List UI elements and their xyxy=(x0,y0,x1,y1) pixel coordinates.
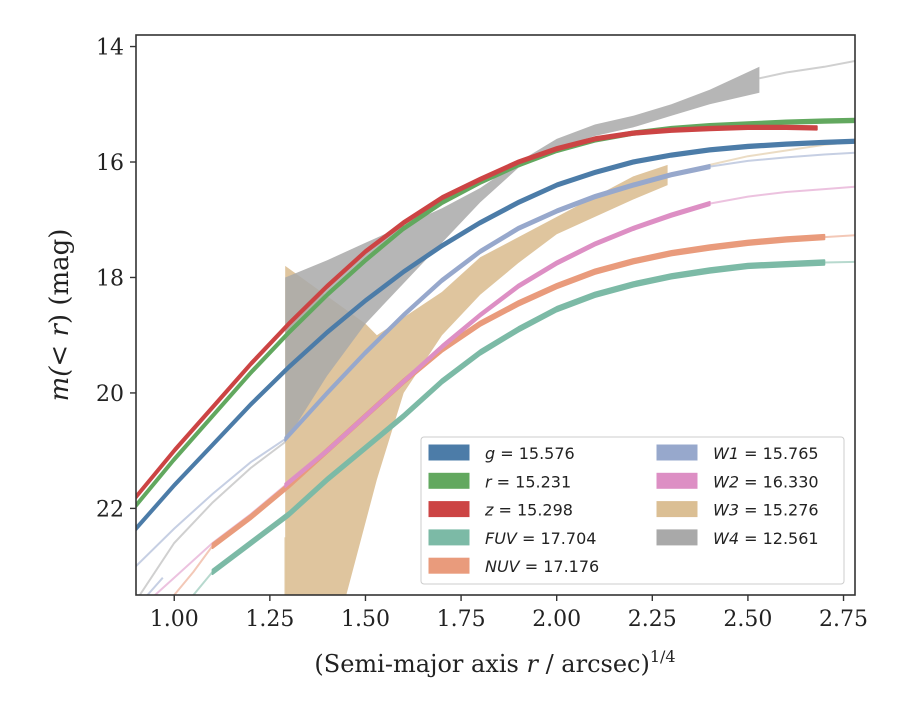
extrapolation-W1-7 xyxy=(136,438,286,567)
series-W2 xyxy=(284,200,711,488)
legend-label-W4: W4 = 12.561 xyxy=(713,529,819,548)
legend-swatch-W2 xyxy=(656,472,698,489)
series-r xyxy=(136,117,855,509)
extrapolation-FUV-12 xyxy=(192,571,214,595)
legend-label-z: z = 15.298 xyxy=(484,501,573,520)
legend-label-r: r = 15.231 xyxy=(485,472,571,491)
legend-swatch-z xyxy=(428,501,470,518)
extrapolation-NUV-11 xyxy=(173,545,214,595)
legend-swatch-NUV xyxy=(428,557,470,574)
extrapolation-W2-2 xyxy=(709,185,855,205)
x-tick-label: 2.75 xyxy=(819,607,868,632)
extrapolation-W1-13 xyxy=(146,577,164,595)
extrapolation-FUV-5 xyxy=(824,260,855,264)
band-W4 xyxy=(285,66,760,443)
y-tick-label: 14 xyxy=(96,36,124,61)
extrapolation-W4-9 xyxy=(138,441,286,595)
series-g xyxy=(136,138,855,532)
series-z xyxy=(136,124,818,500)
x-axis-label: (Semi-major axis r / arcsec)1/4 xyxy=(314,647,675,678)
band-W3 xyxy=(285,164,668,595)
legend-label-W1: W1 = 15.765 xyxy=(713,444,819,463)
extrapolation-W4-4 xyxy=(759,60,855,80)
legend: g = 15.576 r = 15.231 z = 15.298 FUV = 17.7… xyxy=(420,436,845,585)
y-tick-label: 16 xyxy=(96,151,124,176)
x-tick-label: 1.25 xyxy=(245,607,294,632)
y-tick-label: 22 xyxy=(96,497,124,522)
legend-swatch-r xyxy=(428,472,470,489)
extrapolation-NUV-6 xyxy=(824,234,855,239)
legend-swatch-W3 xyxy=(656,501,698,518)
x-tick-label: 1.50 xyxy=(341,607,390,632)
legend-box xyxy=(420,436,845,585)
x-tick-label: 2.00 xyxy=(532,607,581,632)
legend-swatch-W4 xyxy=(656,529,698,546)
x-tick-label: 2.25 xyxy=(628,607,677,632)
legend-swatch-FUV xyxy=(428,529,470,546)
y-tick-label: 20 xyxy=(96,382,124,407)
series-FUV xyxy=(211,259,826,576)
x-tick-label: 2.50 xyxy=(723,607,772,632)
legend-swatch-g xyxy=(428,444,470,461)
x-tick-label: 1.00 xyxy=(150,607,199,632)
legend-label-g: g = 15.576 xyxy=(485,444,575,463)
y-axis-label: m(< r) (mag) xyxy=(45,229,75,402)
legend-label-FUV: FUV = 17.704 xyxy=(485,529,596,548)
legend-swatch-W1 xyxy=(656,444,698,461)
plot-frame xyxy=(135,34,856,596)
legend-label-NUV: NUV = 17.176 xyxy=(485,557,599,576)
extrapolation-W1-1 xyxy=(709,151,855,168)
series-W1 xyxy=(284,164,711,442)
y-tick-label: 18 xyxy=(96,266,124,291)
legend-label-W3: W3 = 15.276 xyxy=(713,501,819,520)
legend-label-W2: W2 = 16.330 xyxy=(713,472,819,491)
x-tick-label: 1.75 xyxy=(437,607,486,632)
